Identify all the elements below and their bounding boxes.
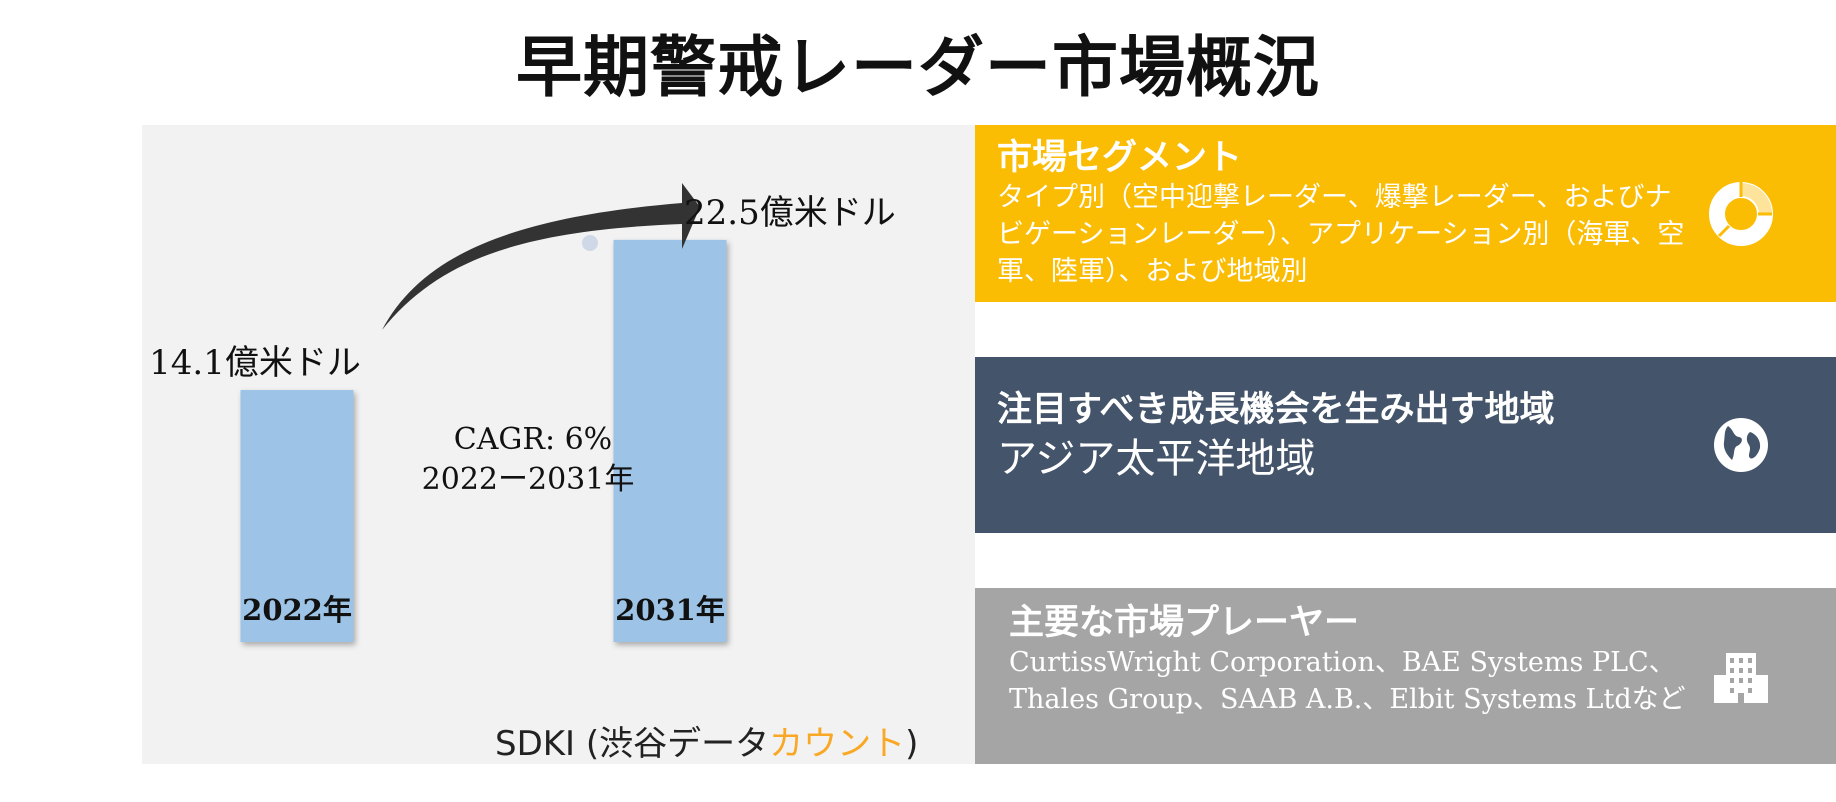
segment-body: タイプ別（空中迎撃レーダー、爆撃レーダー、およびナビゲーションレーダー）、アプリ…	[997, 182, 1685, 287]
donut-chart-icon	[1709, 181, 1773, 246]
category-label-0: 2022年	[242, 593, 352, 627]
source-accent: カウント	[769, 724, 906, 764]
players-title: 主要な市場プレーヤー	[1009, 602, 1360, 643]
players-body: CurtissWright Corporation、BAE Systems PL…	[1009, 647, 1686, 715]
source-suffix: )	[905, 724, 919, 764]
bar-1	[613, 239, 727, 642]
region-value: アジア太平洋地域	[997, 436, 1316, 482]
value-label-0: 14.1億米ドル	[149, 343, 361, 383]
region-title: 注目すべき成長機会を生み出す地域	[997, 389, 1555, 430]
arrow-dot	[582, 235, 598, 251]
page-title: 早期警戒レーダー市場概況	[516, 28, 1320, 106]
market-segment-card: 市場セグメント タイプ別（空中迎撃レーダー、爆撃レーダー、およびナビゲーションレ…	[975, 125, 1836, 302]
growth-arrow	[382, 183, 700, 330]
cagr-period-label: 2022ー2031年	[422, 462, 635, 497]
segment-title: 市場セグメント	[997, 137, 1243, 178]
bar-chart: 2022年 14.1億米ドル 2031年 22.5億米ドル CAGR: 6% 2022…	[149, 183, 896, 642]
growth-region-card: 注目すべき成長機会を生み出す地域 アジア太平洋地域	[975, 357, 1836, 533]
value-label-1: 22.5億米ドル	[684, 193, 896, 233]
source-credit: SDKI (渋谷データカウント)	[495, 716, 918, 765]
key-players-card: 主要な市場プレーヤー CurtissWright Corporation、BAE…	[975, 588, 1836, 764]
bar-0	[240, 390, 354, 642]
building-icon	[1714, 653, 1768, 703]
cagr-label: CAGR: 6%	[454, 422, 612, 457]
globe-icon	[1714, 418, 1768, 472]
category-label-1: 2031年	[615, 593, 725, 627]
chart-panel: 2022年 14.1億米ドル 2031年 22.5億米ドル CAGR: 6% 2022…	[142, 125, 975, 764]
source-prefix: SDKI (渋谷データ	[495, 724, 770, 764]
